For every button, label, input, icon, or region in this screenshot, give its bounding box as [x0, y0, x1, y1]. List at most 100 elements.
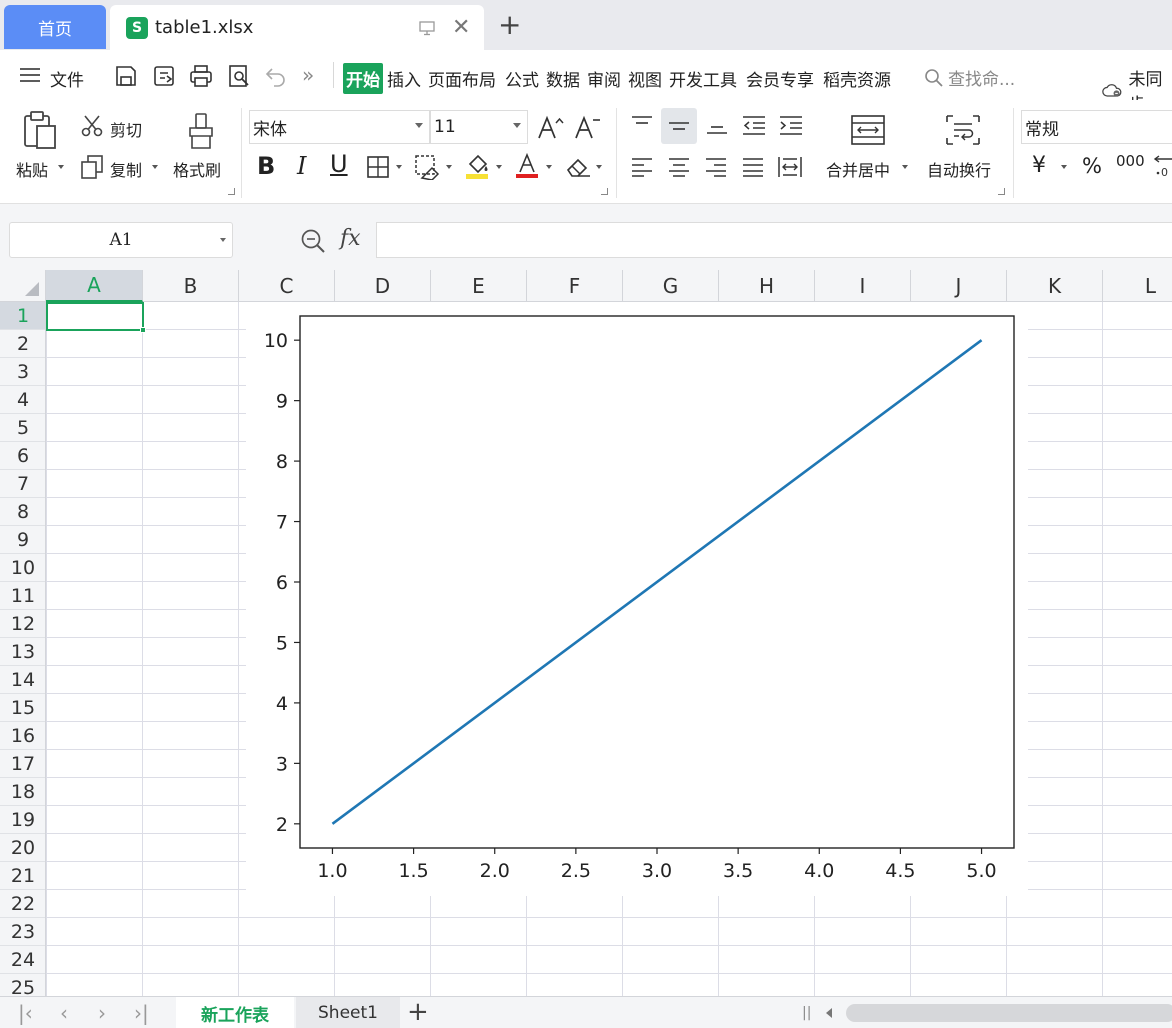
active-cell-a1[interactable]: [46, 302, 146, 333]
print-icon[interactable]: [189, 64, 213, 88]
prev-sheet-icon[interactable]: ‹: [60, 1001, 68, 1025]
row-header-11[interactable]: 11: [0, 582, 45, 610]
row-header-12[interactable]: 12: [0, 610, 45, 638]
column-header-g[interactable]: G: [623, 270, 719, 302]
zoom-formula-icon[interactable]: [300, 228, 326, 254]
column-header-l[interactable]: L: [1103, 270, 1172, 302]
scissors-icon[interactable]: [80, 114, 104, 138]
row-header-23[interactable]: 23: [0, 918, 45, 946]
fill-pattern-icon[interactable]: [414, 154, 440, 180]
row-header-3[interactable]: 3: [0, 358, 45, 386]
merge-center-button[interactable]: 合并居中: [826, 161, 891, 180]
file-menu[interactable]: 文件: [50, 71, 84, 91]
wrap-text-button[interactable]: 自动换行: [927, 161, 992, 180]
decrease-font-icon[interactable]: [574, 114, 602, 140]
name-box[interactable]: A1: [9, 222, 233, 258]
row-header-16[interactable]: 16: [0, 722, 45, 750]
fill-color-dropdown-arrow[interactable]: [496, 165, 502, 169]
underline-icon[interactable]: U: [330, 150, 348, 178]
borders-icon[interactable]: [366, 155, 390, 179]
file-tab[interactable]: S table1.xlsx ✕: [110, 5, 484, 50]
more-chevron-icon[interactable]: »: [302, 63, 315, 87]
row-header-19[interactable]: 19: [0, 806, 45, 834]
paste-dropdown-arrow[interactable]: [58, 165, 64, 169]
column-header-c[interactable]: C: [239, 270, 335, 302]
align-right-icon[interactable]: [704, 156, 728, 178]
decrease-indent-icon[interactable]: [741, 114, 767, 136]
decimal-decrease-icon[interactable]: 0: [1152, 152, 1172, 178]
column-header-k[interactable]: K: [1007, 270, 1103, 302]
currency-dropdown-arrow[interactable]: [1061, 165, 1067, 169]
row-header-21[interactable]: 21: [0, 862, 45, 890]
row-header-17[interactable]: 17: [0, 750, 45, 778]
scrollbar-split-grip-icon[interactable]: ||: [802, 1005, 812, 1021]
monitor-icon[interactable]: [418, 19, 436, 37]
font-size-select[interactable]: 11: [430, 110, 528, 144]
row-header-4[interactable]: 4: [0, 386, 45, 414]
menu-tab-view[interactable]: 视图: [628, 71, 662, 91]
menu-tab-review[interactable]: 审阅: [587, 71, 621, 91]
row-header-9[interactable]: 9: [0, 526, 45, 554]
export-icon[interactable]: [152, 64, 176, 88]
merge-center-icon[interactable]: [850, 114, 886, 146]
scroll-left-icon[interactable]: [826, 1008, 832, 1018]
align-left-icon[interactable]: [630, 156, 654, 178]
sheet-tab-sheet1[interactable]: Sheet1: [296, 997, 400, 1028]
column-header-i[interactable]: I: [815, 270, 911, 302]
row-header-1[interactable]: 1: [0, 302, 45, 330]
cut-button[interactable]: 剪切: [110, 121, 143, 140]
distributed-align-icon[interactable]: [777, 155, 803, 179]
save-icon[interactable]: [114, 64, 138, 88]
menu-tab-start[interactable]: 开始: [343, 63, 383, 94]
font-color-icon[interactable]: [514, 152, 542, 180]
column-header-j[interactable]: J: [911, 270, 1007, 302]
first-sheet-icon[interactable]: |‹: [18, 1001, 33, 1025]
font-group-launcher[interactable]: [601, 188, 608, 195]
command-search[interactable]: 查找命...: [924, 65, 1015, 90]
menu-tab-developer[interactable]: 开发工具: [669, 71, 737, 91]
italic-icon[interactable]: I: [297, 152, 307, 180]
row-header-20[interactable]: 20: [0, 834, 45, 862]
row-header-14[interactable]: 14: [0, 666, 45, 694]
number-format-select[interactable]: 常规: [1021, 110, 1172, 144]
copy-icon[interactable]: [80, 154, 104, 180]
merge-center-dropdown-arrow[interactable]: [902, 165, 908, 169]
align-center-icon[interactable]: [667, 156, 691, 178]
column-header-h[interactable]: H: [719, 270, 815, 302]
row-header-7[interactable]: 7: [0, 470, 45, 498]
column-header-d[interactable]: D: [335, 270, 431, 302]
scrollbar-thumb[interactable]: [846, 1004, 1172, 1022]
paste-button[interactable]: 粘贴: [16, 161, 49, 180]
fill-color-icon[interactable]: [464, 152, 492, 180]
justify-icon[interactable]: [741, 156, 765, 178]
alignment-group-launcher[interactable]: [998, 188, 1005, 195]
insert-function-button[interactable]: fx: [340, 226, 361, 251]
row-header-22[interactable]: 22: [0, 890, 45, 918]
row-header-15[interactable]: 15: [0, 694, 45, 722]
row-header-24[interactable]: 24: [0, 946, 45, 974]
menu-tab-docer[interactable]: 稻壳资源: [823, 71, 891, 91]
borders-dropdown-arrow[interactable]: [396, 165, 402, 169]
column-header-a[interactable]: A: [46, 270, 143, 302]
currency-format-button[interactable]: ¥: [1032, 153, 1046, 178]
paste-icon[interactable]: [22, 110, 58, 150]
fill-pattern-dropdown-arrow[interactable]: [446, 165, 452, 169]
increase-font-icon[interactable]: [537, 114, 565, 140]
copy-dropdown-arrow[interactable]: [152, 165, 158, 169]
row-header-18[interactable]: 18: [0, 778, 45, 806]
menu-tab-insert[interactable]: 插入: [387, 71, 421, 91]
row-header-13[interactable]: 13: [0, 638, 45, 666]
sheet-tab-new-worksheet[interactable]: 新工作表: [176, 997, 294, 1028]
format-painter-icon[interactable]: [186, 112, 216, 152]
align-middle-button[interactable]: [661, 108, 697, 144]
increase-indent-icon[interactable]: [778, 114, 804, 136]
fill-handle[interactable]: [140, 327, 146, 333]
home-tab[interactable]: 首页: [4, 5, 106, 49]
menu-tab-page-layout[interactable]: 页面布局: [428, 71, 496, 91]
row-header-5[interactable]: 5: [0, 414, 45, 442]
select-all-corner[interactable]: [0, 270, 46, 302]
font-color-dropdown-arrow[interactable]: [546, 165, 552, 169]
column-header-e[interactable]: E: [431, 270, 527, 302]
next-sheet-icon[interactable]: ›: [98, 1001, 106, 1025]
print-preview-icon[interactable]: [227, 64, 251, 88]
